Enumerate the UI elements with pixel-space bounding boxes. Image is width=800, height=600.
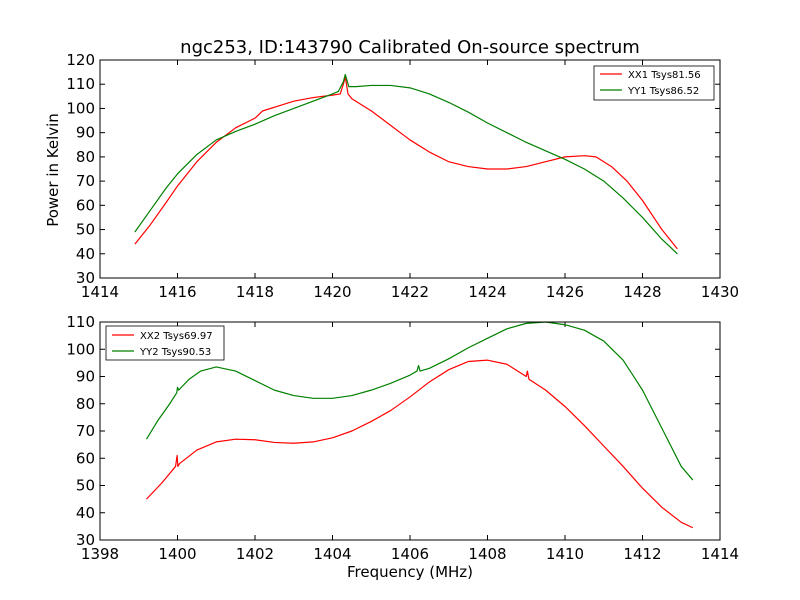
bottom-x-tick-label: 1404 <box>313 545 351 563</box>
bottom-x-tick-label: 1402 <box>236 545 274 563</box>
bottom-x-tick-label: 1414 <box>701 545 739 563</box>
top-series-line-2 <box>134 73 678 255</box>
bottom-y-tick-label: 70 <box>76 422 95 440</box>
bottom-x-tick-label: 1400 <box>158 545 196 563</box>
top-y-tick-label: 90 <box>76 124 95 142</box>
bottom-y-tick-label: 40 <box>76 504 95 522</box>
bottom-series-line-1 <box>146 359 694 529</box>
top-x-tick-label: 1426 <box>546 283 584 301</box>
top-x-tick-label: 1418 <box>236 283 274 301</box>
legend-label-xx2: XX2 Tsys69.97 <box>140 331 213 342</box>
bottom-y-tick-label: 110 <box>66 313 95 331</box>
bottom-axis-ticks: 1398 1400 1402 1404 1406 1408 1410 1412 1414 30 40… <box>66 313 739 563</box>
top-subplot: ngc253, ID:143790 Calibrated On-source s… <box>44 37 739 301</box>
top-y-tick-label: 100 <box>66 99 95 117</box>
chart-title: ngc253, ID:143790 Calibrated On-source s… <box>180 37 640 58</box>
top-y-tick-label: 120 <box>66 51 95 69</box>
bottom-x-tick-label: 1408 <box>468 545 506 563</box>
bottom-y-tick-label: 50 <box>76 477 95 495</box>
top-series-group <box>134 73 678 255</box>
bottom-x-tick-label: 1410 <box>546 545 584 563</box>
legend-label-yy1: YY1 Tsys86.52 <box>627 86 699 97</box>
y-axis-label: Power in Kelvin <box>44 113 62 227</box>
top-legend-box <box>593 65 715 101</box>
bottom-plot-frame <box>99 321 721 541</box>
top-x-tick-label: 1416 <box>158 283 196 301</box>
top-x-tick-label: 1424 <box>468 283 506 301</box>
bottom-x-tick-label: 1412 <box>623 545 661 563</box>
top-y-tick-label: 40 <box>76 245 95 263</box>
x-axis-label: Frequency (MHz) <box>347 563 473 581</box>
top-x-tick-label: 1420 <box>313 283 351 301</box>
top-y-tick-label: 60 <box>76 196 95 214</box>
top-series-line-1 <box>134 76 678 250</box>
bottom-legend-box <box>105 325 225 361</box>
bottom-y-tick-label: 60 <box>76 449 95 467</box>
top-x-tick-label: 1422 <box>391 283 429 301</box>
bottom-x-tick-label: 1406 <box>391 545 429 563</box>
top-y-tick-label: 30 <box>76 269 95 287</box>
bottom-y-tick-label: 100 <box>66 340 95 358</box>
top-legend: XX1 Tsys81.56 YY1 Tsys86.52 <box>593 65 715 101</box>
top-x-tick-label: 1414 <box>81 283 119 301</box>
top-x-tick-label: 1430 <box>701 283 739 301</box>
bottom-y-tick-label: 30 <box>76 531 95 549</box>
top-axis-ticks: 1414 1416 1418 1420 1422 1424 1426 1428 1430 30 40… <box>66 51 739 301</box>
bottom-legend: XX2 Tsys69.97 YY2 Tsys90.53 <box>105 325 225 361</box>
top-y-tick-label: 50 <box>76 221 95 239</box>
bottom-series-line-2 <box>145 321 694 481</box>
bottom-x-tick-label: 1398 <box>81 545 119 563</box>
bottom-subplot: Frequency (MHz) 1398 1400 1402 1404 1406 1408… <box>66 313 739 581</box>
bottom-y-tick-label: 80 <box>76 395 95 413</box>
legend-label-yy2: YY2 Tsys90.53 <box>139 347 211 358</box>
legend-label-xx1: XX1 Tsys81.56 <box>628 70 701 81</box>
bottom-series-group <box>145 321 694 529</box>
top-plot-frame <box>99 59 721 279</box>
top-y-tick-label: 110 <box>66 75 95 93</box>
bottom-y-tick-label: 90 <box>76 368 95 386</box>
top-y-tick-label: 70 <box>76 172 95 190</box>
top-x-tick-label: 1428 <box>623 283 661 301</box>
top-y-tick-label: 80 <box>76 148 95 166</box>
